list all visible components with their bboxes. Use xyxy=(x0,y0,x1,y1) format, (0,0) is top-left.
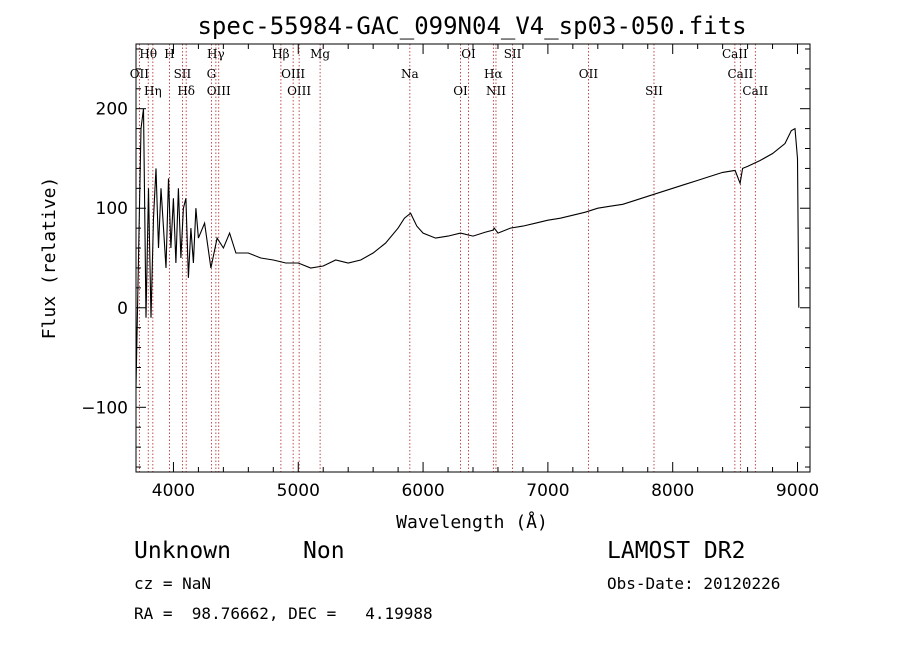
spectrum-series-line xyxy=(135,108,800,388)
y-axis-label: Flux (relative) xyxy=(39,177,60,340)
x-tick-label: 7000 xyxy=(526,481,569,501)
line-label: Hη xyxy=(144,84,162,98)
x-tick-label: 6000 xyxy=(401,481,444,501)
spectrum-chart: spec-55984-GAC_099N04_V4_sp03-050.fits H… xyxy=(39,12,819,533)
coordinates-text: RA = 98.76662, DEC = 4.19988 xyxy=(134,604,433,623)
line-label: Hθ xyxy=(139,47,157,61)
line-label: Hδ xyxy=(177,84,195,98)
y-tick-label: −100 xyxy=(81,398,128,418)
x-tick-label: 9000 xyxy=(776,481,819,501)
x-tick-label: 4000 xyxy=(152,481,195,501)
line-label: OIII xyxy=(287,84,311,98)
line-label: OI xyxy=(453,84,468,98)
y-tick-label: 200 xyxy=(96,100,128,120)
line-label: OII xyxy=(579,67,599,81)
object-class: Unknown xyxy=(134,538,231,564)
line-label: SII xyxy=(174,67,192,81)
y-tick-label: 100 xyxy=(96,199,128,219)
x-axis-ticks: 4000 5000 6000 7000 8000 9000 xyxy=(152,44,819,501)
line-label: CaII xyxy=(742,84,768,98)
line-label: OIII xyxy=(207,84,231,98)
x-tick-label: 8000 xyxy=(651,481,694,501)
line-label: OI xyxy=(461,47,476,61)
line-label: CaII xyxy=(722,47,748,61)
line-label: OII xyxy=(130,67,150,81)
redshift-text: cz = NaN xyxy=(134,574,212,593)
line-label: H xyxy=(164,47,174,61)
x-tick-label: 5000 xyxy=(277,481,320,501)
observation-date: Obs-Date: 20120226 xyxy=(607,574,781,593)
line-label: Hβ xyxy=(272,47,289,61)
line-label: Hα xyxy=(484,67,503,81)
y-axis-ticks: −100 0 100 200 xyxy=(81,48,810,468)
line-label: SII xyxy=(645,84,663,98)
line-label: Na xyxy=(401,67,419,81)
line-label: Mg xyxy=(310,47,330,61)
chart-title: spec-55984-GAC_099N04_V4_sp03-050.fits xyxy=(197,12,746,40)
line-markers xyxy=(138,44,756,472)
object-subclass: Non xyxy=(303,538,345,564)
line-label: CaII xyxy=(727,67,753,81)
plot-frame xyxy=(135,43,811,473)
line-labels: HθOIIHηHSIIHδHγGOIIIHβOIIIOIIIMgNaOIOIHα… xyxy=(130,47,769,98)
x-axis-label: Wavelength (Å) xyxy=(396,511,548,533)
line-label: SII xyxy=(504,47,522,61)
line-label: G xyxy=(207,67,217,81)
y-tick-label: 0 xyxy=(117,299,128,319)
line-label: OIII xyxy=(281,67,305,81)
line-label: Hγ xyxy=(207,47,225,61)
survey-name: LAMOST DR2 xyxy=(607,538,746,564)
line-label: NII xyxy=(486,84,506,98)
